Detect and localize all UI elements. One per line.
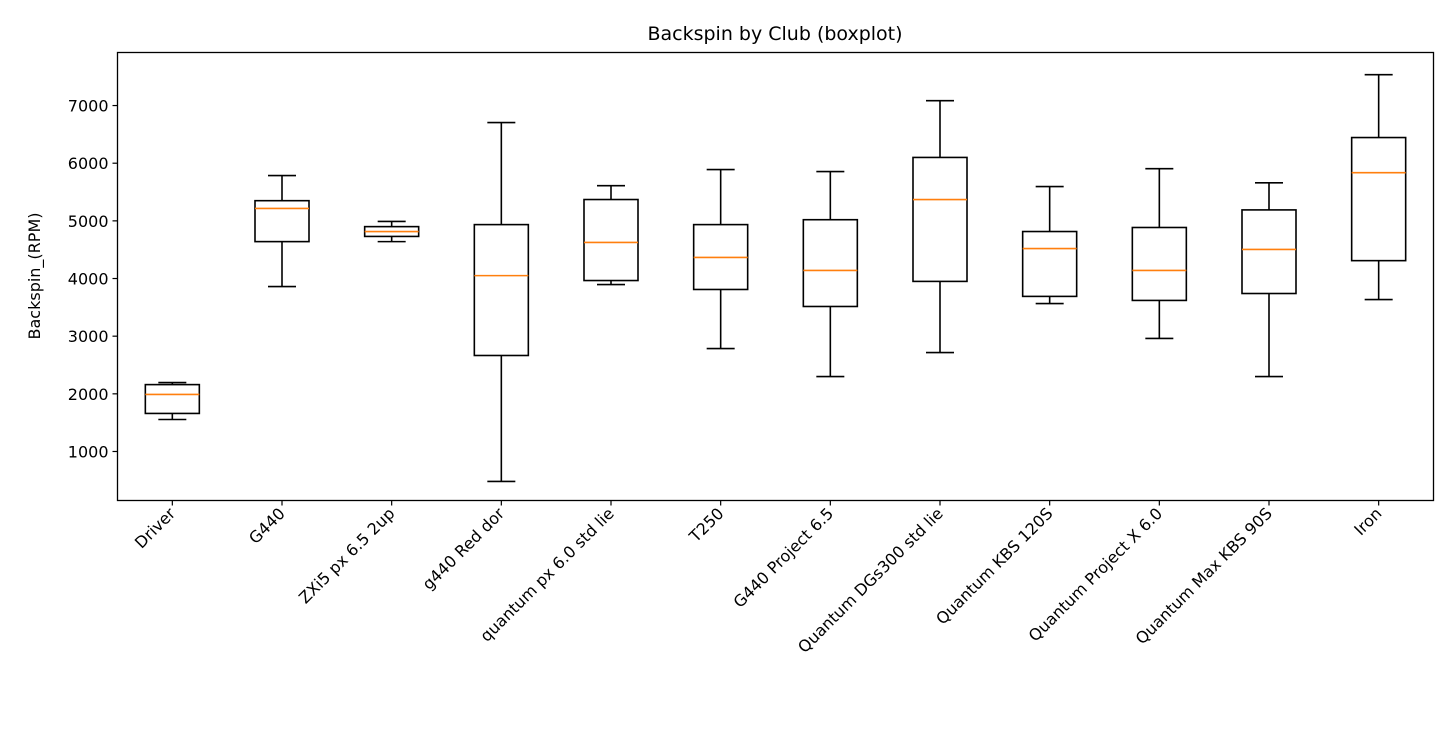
box (1350, 136, 1407, 262)
box (583, 198, 639, 282)
y-tick-label: 2000 (68, 385, 109, 404)
box (1021, 230, 1078, 298)
x-tick-label: G440 (245, 504, 289, 548)
y-tick-label: 6000 (68, 154, 109, 173)
x-tick-label: g440 Red dor (419, 504, 509, 594)
box (912, 156, 968, 283)
box (1241, 209, 1297, 295)
y-tick-label: 4000 (68, 270, 109, 289)
x-tick-label: Iron (1350, 504, 1385, 539)
y-tick-label: 7000 (68, 97, 109, 116)
box (144, 383, 201, 415)
x-tick-label: G440 Project 6.5 (729, 504, 837, 612)
y-tick-label: 5000 (68, 212, 109, 231)
box (802, 218, 859, 308)
x-tick-label: Driver (131, 504, 180, 553)
x-tick-label: Quantum KBS 120S (932, 504, 1056, 628)
x-tick-label: T250 (685, 504, 728, 547)
chart-title: Backspin by Club (boxplot) (647, 23, 902, 45)
x-tick-label: ZXi5 px 6.5 2up (295, 504, 398, 607)
box (254, 199, 310, 243)
plot-area-frame (116, 51, 1435, 502)
box (1131, 226, 1188, 302)
box (473, 223, 530, 357)
y-tick-label: 3000 (68, 327, 109, 346)
y-axis-label: Backspin_(RPM) (25, 213, 45, 340)
y-tick-label: 1000 (68, 442, 109, 461)
